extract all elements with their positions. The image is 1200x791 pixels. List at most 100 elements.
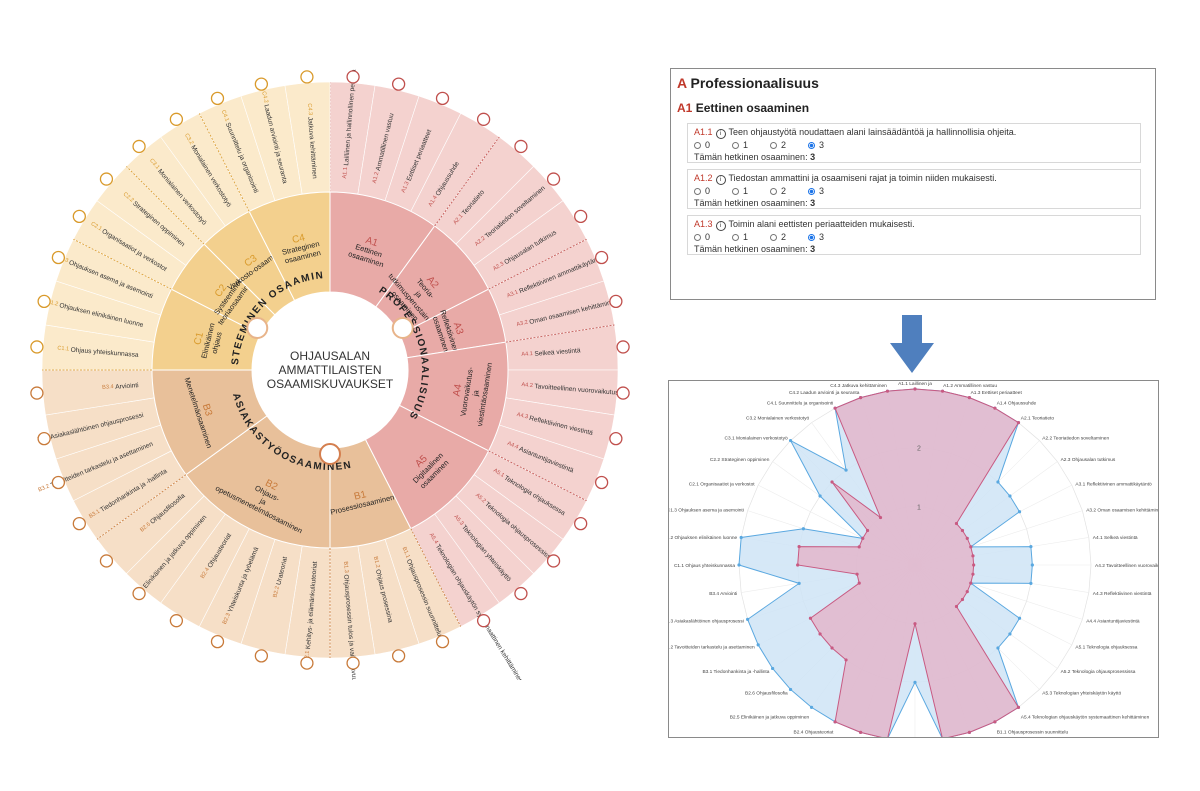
current-level-value: 3	[810, 198, 816, 208]
radio-button[interactable]	[732, 234, 740, 241]
arrow-down-icon	[890, 315, 934, 373]
current-level-label: Tämän hetkinen osaaminen:	[694, 198, 808, 208]
radar-category-label: A4.4 Asiantuntijaviestintä	[1086, 619, 1140, 625]
rating-option-2[interactable]: 2	[770, 186, 786, 197]
radar-point	[1016, 705, 1021, 709]
rating-options: 0 1 2 3	[694, 140, 1134, 151]
wheel-groups: A1.1 Lailliinen ja hallinnollinen perust…	[30, 69, 630, 680]
current-level-value: 3	[810, 152, 816, 162]
info-icon[interactable]: i	[715, 221, 726, 231]
wheel-group-b2: B2.1 Kehitys- ja elämänkulkuteoriatB2.2 …	[96, 415, 331, 670]
radar-category-label: B2.4 Ohjausteoriat	[794, 729, 834, 735]
wheel-item-marker	[51, 475, 66, 490]
radar-point	[788, 687, 793, 692]
rating-option-1[interactable]: 1	[732, 186, 748, 197]
radar-point	[859, 396, 863, 400]
rating-option-2[interactable]: 2	[770, 232, 786, 243]
rating-option-1[interactable]: 1	[732, 232, 748, 243]
rating-option-0[interactable]: 0	[694, 232, 710, 243]
wheel-group-divider	[488, 450, 587, 502]
wheel-item-marker	[476, 614, 491, 628]
radio-label: 3	[819, 232, 825, 242]
rating-option-3[interactable]: 3	[808, 140, 824, 151]
radar-point	[833, 720, 837, 724]
radar-point	[808, 616, 813, 620]
wheel-item-marker	[476, 112, 491, 126]
wheel-item-marker	[574, 516, 588, 531]
wheel-item-label: C4.3 Jatkuva kehittäminen	[305, 103, 318, 179]
wheel-item-marker	[546, 172, 561, 186]
radar-point	[993, 406, 997, 410]
radio-button[interactable]	[770, 188, 778, 195]
radar-point	[857, 545, 861, 549]
question-a1-2: A1.2 i Tiedostan ammattini ja osaamiseni r…	[687, 169, 1141, 209]
question-text: A1.2 i Tiedostan ammattini ja osaamiseni r…	[694, 173, 1134, 185]
radio-button[interactable]	[694, 234, 701, 241]
radar-point	[960, 597, 965, 602]
radio-button[interactable]	[770, 142, 778, 149]
radio-button[interactable]	[808, 142, 816, 149]
wheel-item-marker	[169, 112, 184, 126]
radar-point	[1029, 545, 1033, 549]
rating-option-3[interactable]: 3	[808, 232, 824, 243]
radar-point	[1017, 616, 1022, 620]
radar-point	[940, 389, 945, 393]
radar-point	[878, 515, 883, 520]
radar-point	[996, 480, 1000, 484]
current-level: Tämän hetkinen osaaminen: 3	[694, 244, 1134, 255]
radar-category-label: C3.2 Monialainen verkostotyö	[746, 415, 810, 421]
radar-point	[967, 396, 971, 400]
rating-option-3[interactable]: 3	[808, 186, 824, 197]
radar-point	[809, 705, 814, 709]
radar-category-label: C4.3 Jatkuva kehittäminen	[830, 383, 887, 389]
radar-point	[1008, 494, 1012, 498]
wheel-item-marker	[210, 91, 225, 106]
rating-options: 0 1 2 3	[694, 186, 1134, 197]
radio-button[interactable]	[732, 188, 740, 195]
radio-button[interactable]	[808, 188, 816, 195]
wheel-item-marker	[391, 77, 406, 91]
radio-button[interactable]	[732, 142, 740, 149]
wheel-item-marker	[435, 91, 450, 106]
self-assessment-form: A Professionaalisuus A1 Eettinen osaamin…	[670, 68, 1156, 300]
radar-point	[913, 622, 917, 626]
radar-point	[737, 563, 741, 567]
radio-label: 2	[781, 232, 787, 242]
radio-button[interactable]	[694, 188, 701, 195]
radar-tick-label: 2	[917, 446, 921, 453]
radar-category-label: B2.6 Ohjausfilosofia	[745, 690, 788, 696]
info-icon[interactable]: i	[715, 175, 726, 185]
rating-option-1[interactable]: 1	[732, 140, 748, 151]
radar-category-label: C2.1 Organisaatiot ja verkostot	[689, 481, 756, 487]
radar-point	[861, 536, 865, 540]
radar-point	[797, 545, 801, 549]
wheel-ring-marker	[391, 317, 414, 339]
radio-button[interactable]	[808, 234, 816, 241]
question-a1-1: A1.1 i Teen ohjaustyötä noudattaen alani l…	[687, 123, 1141, 163]
radar-category-label: A5.4 Teknologian ohjauskäytön systemaatt…	[1021, 715, 1150, 721]
wheel-item-marker	[300, 656, 314, 670]
rating-option-2[interactable]: 2	[770, 140, 786, 151]
info-icon[interactable]: i	[715, 129, 726, 139]
radar-point	[960, 528, 965, 533]
rating-option-0[interactable]: 0	[694, 186, 710, 197]
radar-point	[971, 554, 975, 558]
wheel-group-divider	[410, 528, 462, 627]
radar-point	[971, 572, 975, 576]
radio-button[interactable]	[770, 234, 778, 241]
wheel-item-marker	[514, 139, 528, 154]
wheel-group-divider	[434, 136, 500, 227]
wheel-item-label: A4.1 Selkeä viestintä	[521, 347, 581, 359]
current-level-value: 3	[810, 244, 816, 254]
radar-point	[1017, 510, 1022, 514]
radar-point	[818, 632, 822, 636]
radar-category-label: A2.3 Ohjausalan tutkimus	[1061, 457, 1116, 463]
rating-option-0[interactable]: 0	[694, 140, 710, 151]
radio-button[interactable]	[694, 142, 701, 149]
wheel-group-a3: A3.1 Reflektiivinen ammattikäytäntöA3.2 …	[398, 238, 623, 359]
radar-category-label: A4.3 Reflektiivinen viestintä	[1093, 591, 1152, 597]
